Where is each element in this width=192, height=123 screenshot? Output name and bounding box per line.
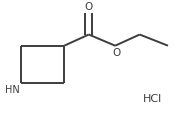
Text: O: O <box>112 48 120 58</box>
Text: O: O <box>85 2 93 12</box>
Text: HCl: HCl <box>143 94 162 104</box>
Text: HN: HN <box>5 85 20 95</box>
